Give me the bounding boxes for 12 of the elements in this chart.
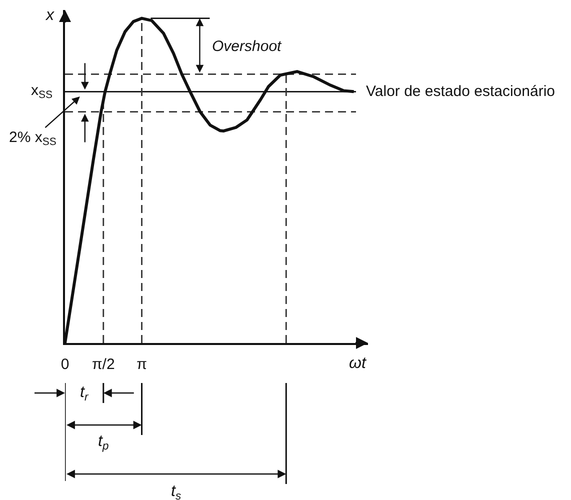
x-tick-label: π bbox=[136, 356, 147, 373]
annotation: x$_{SS}$ bbox=[31, 82, 53, 102]
ref-line-label: Valor de estado estacionário bbox=[366, 83, 556, 100]
text: t$_{s}$ bbox=[171, 483, 182, 500]
y-axis-title: x bbox=[45, 7, 55, 24]
x-tick-label: 0 bbox=[60, 356, 70, 373]
annotation: Overshoot bbox=[212, 38, 282, 55]
text: t$_{r}$ bbox=[80, 384, 90, 404]
annotation: 2% x$_{SS}$ bbox=[9, 129, 56, 148]
x-tick-label: π/2 bbox=[92, 356, 115, 373]
x-axis-title: ωt bbox=[349, 355, 366, 372]
text: t$_{p}$ bbox=[98, 433, 109, 452]
